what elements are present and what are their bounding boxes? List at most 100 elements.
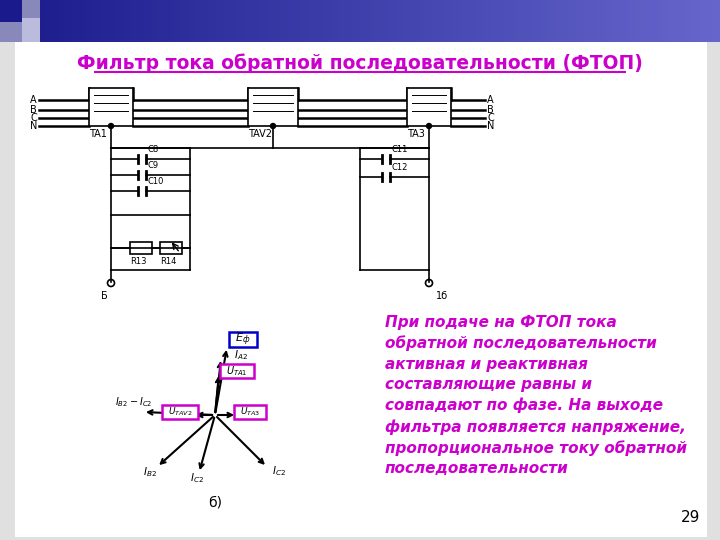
Bar <box>547 0 555 42</box>
Bar <box>518 0 526 42</box>
Bar <box>160 242 182 254</box>
Bar <box>461 0 469 42</box>
Text: C10: C10 <box>148 177 164 186</box>
Bar <box>187 0 195 42</box>
Text: C: C <box>487 113 494 123</box>
Bar <box>583 0 591 42</box>
Bar <box>115 0 123 42</box>
Bar <box>151 0 159 42</box>
Bar <box>302 0 310 42</box>
Bar <box>670 0 678 42</box>
Bar <box>418 0 426 42</box>
Bar <box>202 0 210 42</box>
Text: $I_{C2}$: $I_{C2}$ <box>272 464 286 478</box>
Bar <box>94 0 102 42</box>
Text: $U_{TAV2}$: $U_{TAV2}$ <box>168 406 192 419</box>
Bar <box>108 0 116 42</box>
Bar <box>698 0 706 42</box>
Bar <box>130 242 152 254</box>
Bar <box>713 0 720 42</box>
Bar <box>576 0 584 42</box>
Bar <box>180 0 188 42</box>
Text: R14: R14 <box>160 257 176 266</box>
Bar <box>288 0 296 42</box>
Bar <box>605 0 613 42</box>
Text: $I_{B2}$: $I_{B2}$ <box>143 465 157 479</box>
Bar <box>382 0 390 42</box>
Bar <box>662 0 670 42</box>
Bar <box>22 0 30 42</box>
Text: A: A <box>487 95 494 105</box>
Bar <box>374 0 382 42</box>
Bar <box>252 0 260 42</box>
Bar <box>641 0 649 42</box>
Text: C: C <box>30 113 37 123</box>
Bar <box>612 0 620 42</box>
Bar <box>158 0 166 42</box>
Bar <box>331 0 339 42</box>
Text: A: A <box>30 95 37 105</box>
Bar <box>166 0 174 42</box>
Bar <box>684 0 692 42</box>
Bar <box>7 0 15 42</box>
Bar <box>425 0 433 42</box>
Bar <box>446 0 454 42</box>
Bar <box>209 0 217 42</box>
Text: TA1: TA1 <box>89 129 107 139</box>
Bar <box>72 0 80 42</box>
Bar <box>497 0 505 42</box>
Bar <box>490 0 498 42</box>
Bar <box>266 0 274 42</box>
Bar <box>432 0 440 42</box>
Bar <box>259 0 267 42</box>
Bar <box>58 0 66 42</box>
Bar <box>137 0 145 42</box>
Text: $E_ф$: $E_ф$ <box>235 332 251 348</box>
Bar <box>677 0 685 42</box>
Bar <box>562 0 570 42</box>
Bar <box>482 0 490 42</box>
Bar <box>29 0 37 42</box>
Bar <box>590 0 598 42</box>
Bar <box>89 88 133 126</box>
Text: $I_{B2}-I_{C2}$: $I_{B2}-I_{C2}$ <box>115 395 153 409</box>
Bar <box>360 0 368 42</box>
Bar <box>248 88 298 126</box>
Bar <box>706 0 714 42</box>
Bar <box>173 0 181 42</box>
Bar <box>468 0 476 42</box>
Circle shape <box>109 124 114 129</box>
Text: Фильтр тока обратной последовательности (ФТОП): Фильтр тока обратной последовательности … <box>77 53 643 73</box>
Text: C12: C12 <box>392 163 408 172</box>
Bar <box>0 0 22 22</box>
Bar <box>43 0 51 42</box>
Bar <box>626 0 634 42</box>
Bar <box>598 0 606 42</box>
Text: $U_{TA1}$: $U_{TA1}$ <box>226 364 248 378</box>
Text: B: B <box>30 105 37 115</box>
Text: C9: C9 <box>148 161 159 170</box>
Bar <box>65 0 73 42</box>
Circle shape <box>426 124 431 129</box>
Text: 1б: 1б <box>436 291 449 301</box>
Bar <box>324 0 332 42</box>
Bar <box>238 0 246 42</box>
Bar <box>144 0 152 42</box>
Bar <box>439 0 447 42</box>
Bar <box>407 88 451 126</box>
Bar <box>403 0 411 42</box>
Bar <box>101 0 109 42</box>
Bar <box>130 0 138 42</box>
FancyBboxPatch shape <box>220 364 254 378</box>
Text: TA3: TA3 <box>407 129 425 139</box>
Text: C8: C8 <box>148 145 159 154</box>
Bar <box>338 0 346 42</box>
Bar <box>554 0 562 42</box>
Text: $I_{A2}$: $I_{A2}$ <box>234 348 248 362</box>
Bar <box>317 0 325 42</box>
Text: $U_{TA3}$: $U_{TA3}$ <box>240 406 260 419</box>
Bar <box>454 0 462 42</box>
Bar <box>50 0 58 42</box>
Text: C11: C11 <box>392 145 408 154</box>
Bar <box>0 22 22 42</box>
